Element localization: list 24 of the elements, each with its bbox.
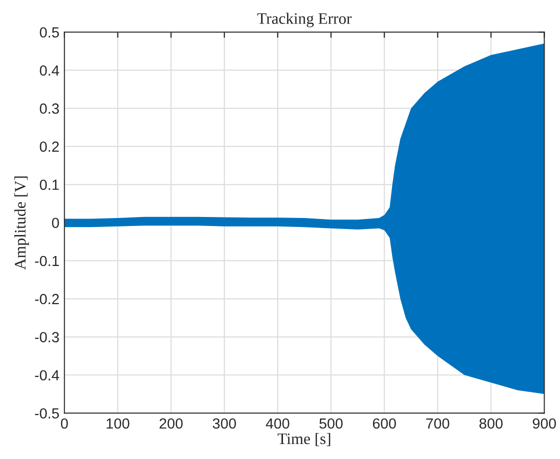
x-tick-label: 800 (479, 418, 503, 429)
y-tick-label: 0.4 (40, 65, 60, 76)
y-tick-label: -0.4 (35, 370, 60, 380)
y-tick-label: -0.3 (35, 332, 59, 342)
x-tick-label: 600 (372, 418, 396, 429)
x-axis-title: Time [s] (278, 432, 330, 446)
y-tick-label: 0.1 (40, 180, 59, 190)
y-tick-label: -0.1 (35, 256, 59, 266)
x-tick-label: 300 (212, 418, 236, 429)
x-tick-label: 100 (106, 418, 130, 429)
y-tick-label: 0.2 (40, 142, 59, 152)
y-tick-label: -0.5 (35, 408, 59, 419)
x-tick-label: 900 (532, 418, 556, 429)
y-axis-title: Amplitude [V] (14, 176, 29, 270)
x-tick-label: 0 (60, 418, 68, 429)
y-tick-label: 0 (52, 218, 59, 228)
x-tick-label: 400 (266, 418, 290, 429)
x-tick-label: 200 (160, 418, 183, 429)
y-tick-label: -0.2 (35, 294, 59, 304)
x-tick-label: 700 (426, 418, 450, 429)
y-tick-label: 0.3 (40, 103, 59, 114)
y-tick-label: 0.5 (40, 27, 59, 38)
chart-title: Tracking Error (257, 12, 352, 28)
x-tick-label: 500 (319, 418, 343, 429)
